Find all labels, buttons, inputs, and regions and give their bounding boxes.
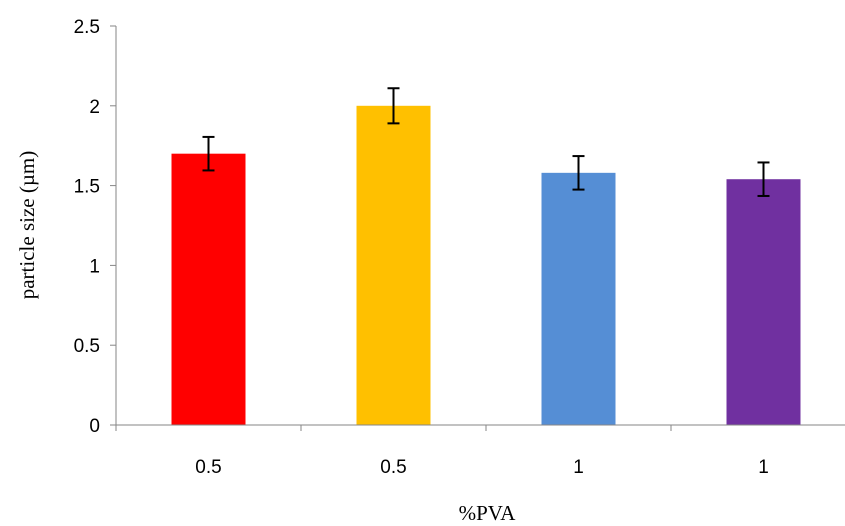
- y-tick-label: 2.5: [74, 17, 100, 38]
- x-tick-label: 1: [573, 457, 584, 478]
- y-axis-title: particle size (µm): [15, 151, 39, 300]
- y-ticks: 0 0.5 1 1.5 2 2.5: [74, 17, 116, 437]
- y-tick-label: 1.5: [74, 177, 100, 198]
- y-tick-label: 0.5: [74, 336, 100, 357]
- bar-4: [726, 179, 801, 425]
- bar-3: [541, 172, 616, 425]
- x-tick-label: 1: [758, 457, 769, 478]
- error-bar-2: [387, 87, 400, 125]
- error-bar-3: [572, 155, 585, 191]
- error-bars: [202, 87, 770, 197]
- y-tick-label: 1: [89, 256, 100, 277]
- y-tick-label: 0: [89, 416, 100, 437]
- x-tick-label: 0.5: [380, 457, 406, 478]
- error-bar-4: [757, 161, 770, 197]
- x-tick-label: 0.5: [195, 457, 221, 478]
- y-tick-label: 2: [89, 97, 100, 118]
- bars: [171, 105, 801, 426]
- x-ticks: 0.5 0.5 1 1: [115, 425, 769, 478]
- x-axis-title: %PVA: [459, 501, 517, 525]
- error-bar-1: [202, 135, 215, 172]
- bar-1: [171, 153, 246, 425]
- bar-2: [356, 105, 431, 426]
